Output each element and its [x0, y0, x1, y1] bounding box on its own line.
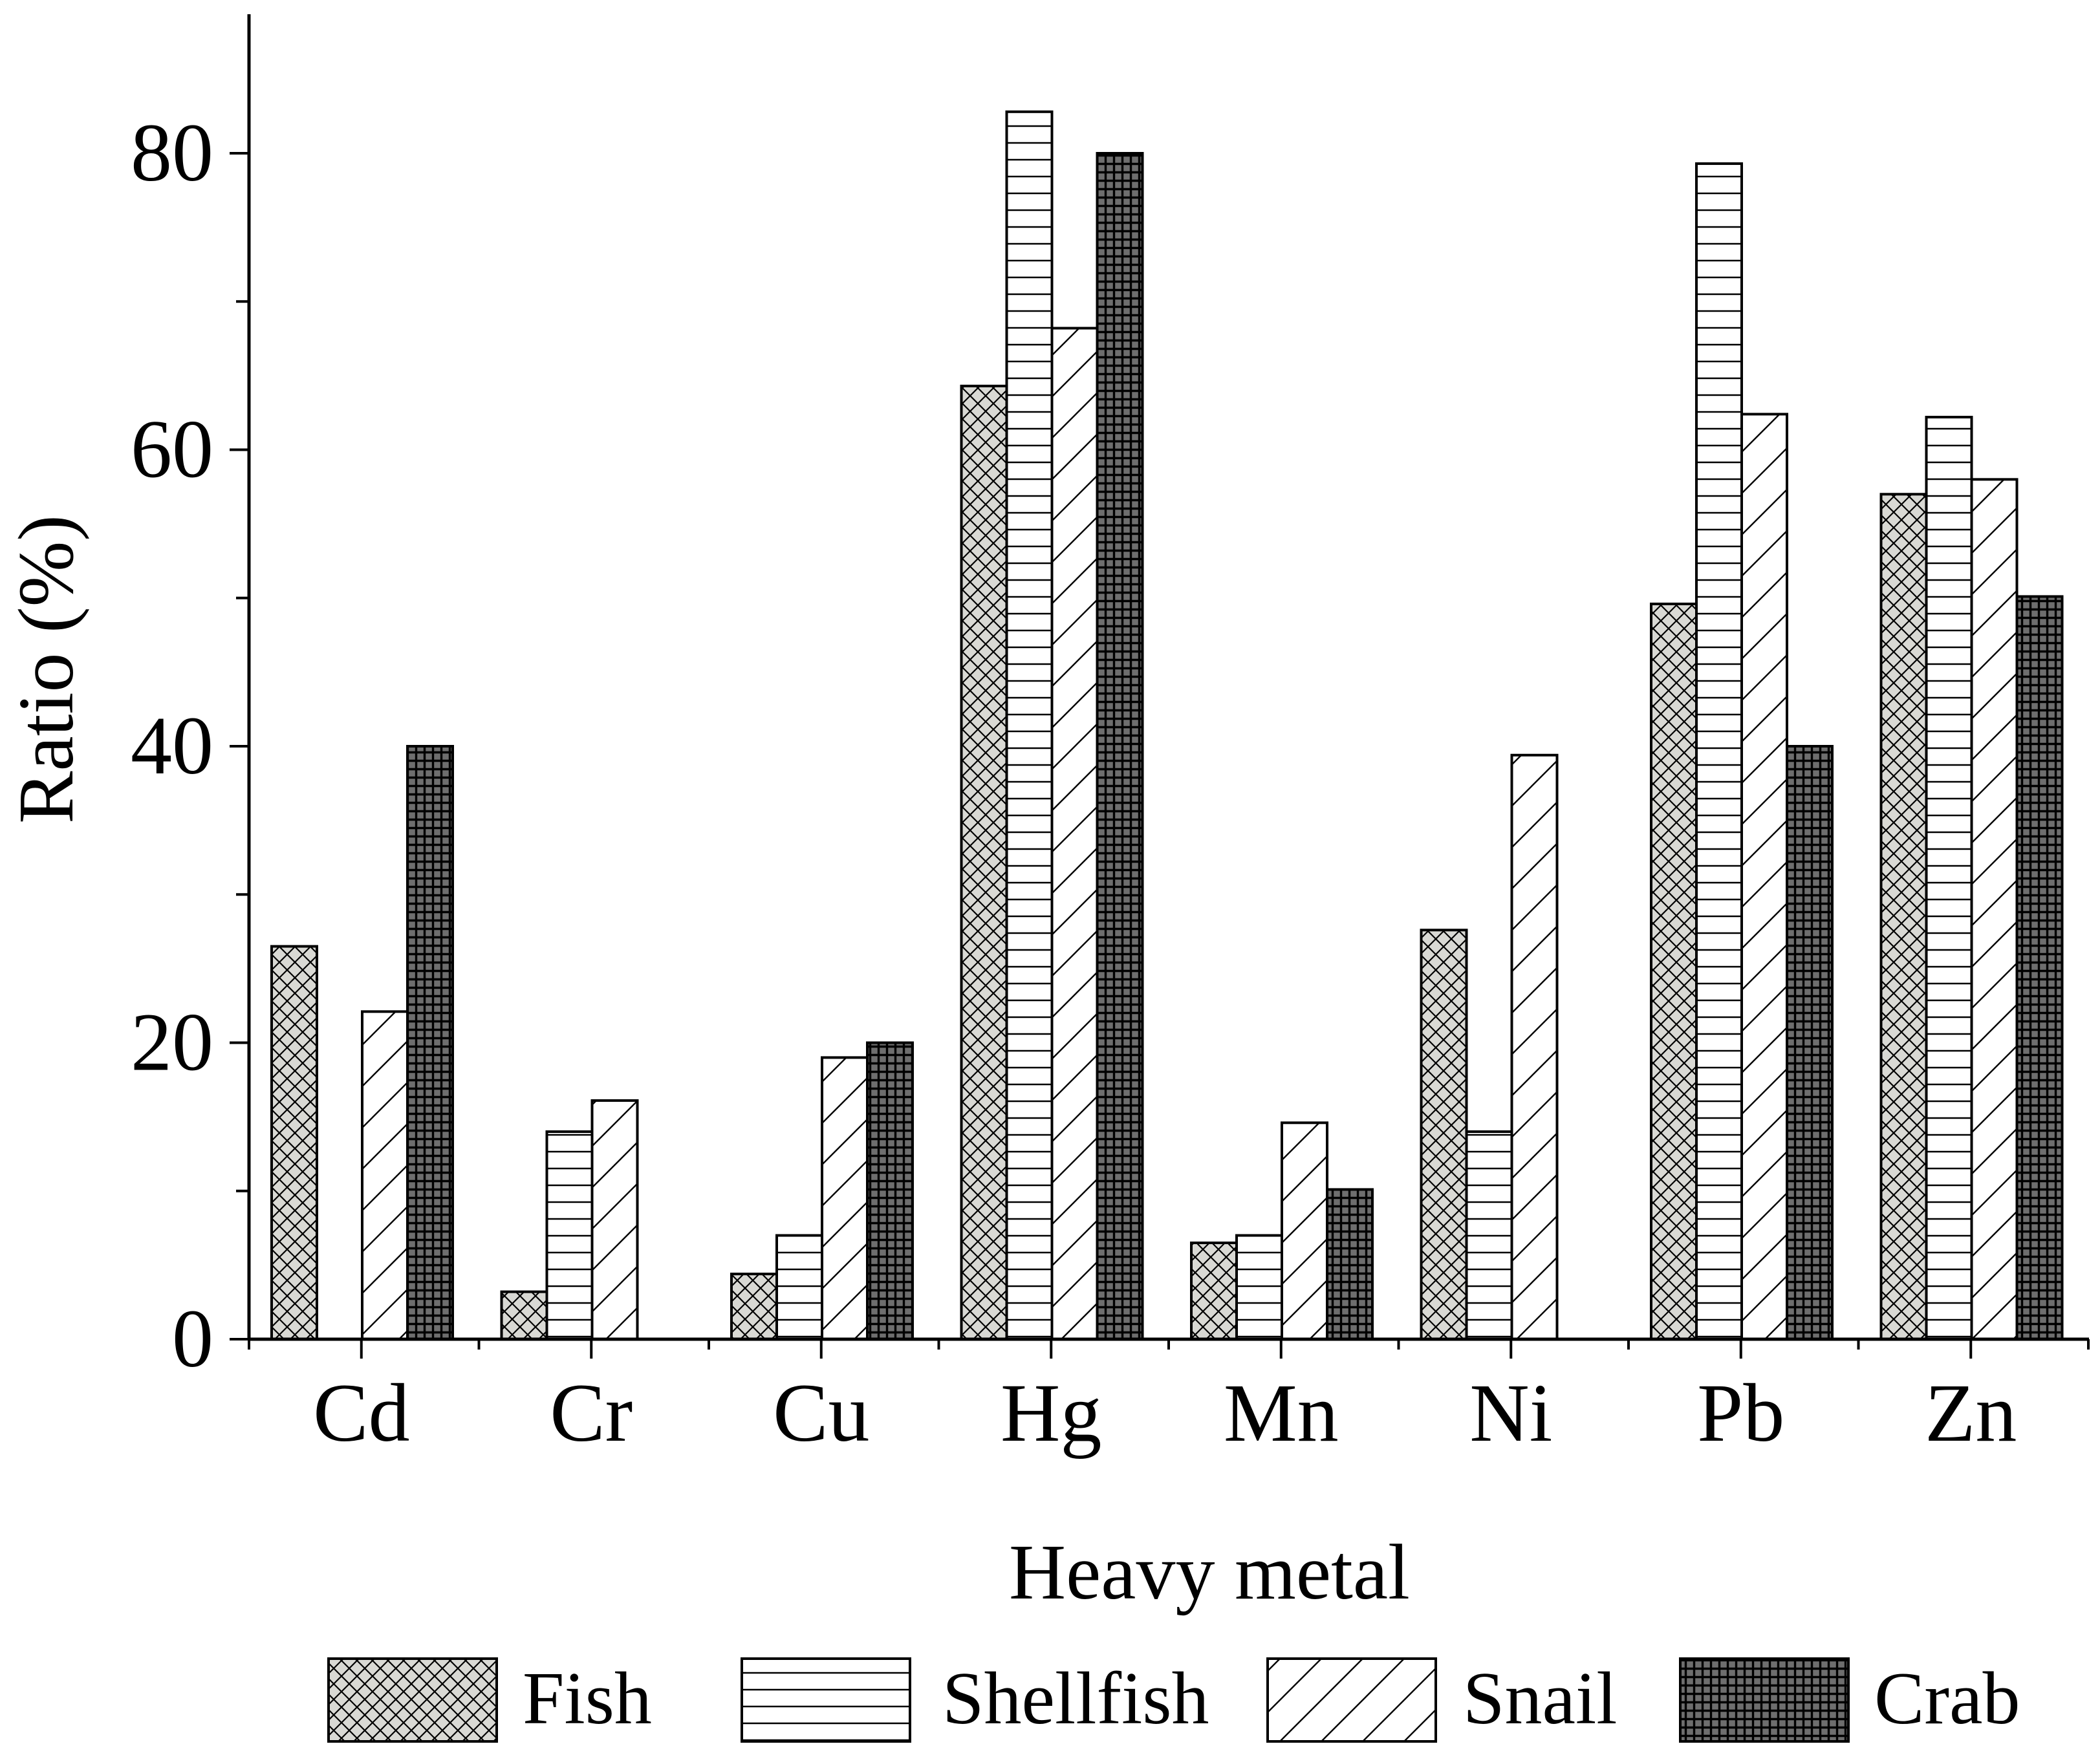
- category-label-hg: Hg: [1001, 1367, 1101, 1459]
- axes-layer: 0 20 40 60 80: [131, 14, 2090, 1384]
- bar-fish-mn: [1190, 1241, 1238, 1341]
- bar-fish-hg: [960, 384, 1008, 1340]
- bar-snail-cu: [821, 1056, 869, 1341]
- bar-snail-mn: [1281, 1121, 1328, 1341]
- y-tick-label: 40: [131, 700, 213, 791]
- category-label-pb: Pb: [1697, 1367, 1784, 1459]
- bar-fish-pb: [1650, 602, 1698, 1340]
- category-label-zn: Zn: [1925, 1367, 2017, 1459]
- bar-crab-cd: [406, 745, 454, 1340]
- category-label-cd: Cd: [313, 1367, 409, 1459]
- legend: Fish Shellfish Snail Crab: [327, 1657, 2020, 1743]
- category-label-cr: Cr: [550, 1367, 633, 1459]
- bars-layer: [270, 110, 2064, 1341]
- legend-swatch-snail: [1266, 1657, 1437, 1743]
- x-axis-title: Heavy metal: [1009, 1529, 1410, 1616]
- legend-label-fish: Fish: [523, 1657, 652, 1740]
- bar-snail-ni: [1510, 753, 1559, 1340]
- bar-crab-cu: [866, 1041, 914, 1340]
- bar-snail-pb: [1740, 413, 1788, 1340]
- bar-shellfish-cu: [775, 1234, 823, 1341]
- legend-swatch-shellfish: [741, 1657, 911, 1743]
- bar-fish-cu: [730, 1273, 778, 1341]
- bar-snail-hg: [1050, 327, 1099, 1340]
- bar-shellfish-zn: [1925, 416, 1973, 1341]
- bar-crab-zn: [2015, 595, 2064, 1340]
- legend-label-snail: Snail: [1463, 1657, 1617, 1740]
- bar-fish-zn: [1879, 493, 1928, 1340]
- bar-snail-zn: [1970, 478, 2019, 1340]
- legend-label-crab: Crab: [1874, 1657, 2020, 1740]
- category-label-cu: Cu: [773, 1367, 869, 1459]
- legend-swatch-crab: [1679, 1657, 1850, 1743]
- bar-snail-cr: [590, 1099, 639, 1340]
- bar-crab-mn: [1326, 1188, 1374, 1341]
- legend-swatch-fish: [327, 1657, 498, 1743]
- category-labels: Cd Cr Cu Hg Mn Ni Pb Zn: [313, 1367, 2017, 1459]
- bar-fish-cd: [270, 945, 318, 1341]
- y-tick-label: 20: [131, 996, 213, 1088]
- bar-crab-hg: [1096, 152, 1144, 1340]
- legend-label-shellfish: Shellfish: [942, 1657, 1209, 1740]
- category-label-ni: Ni: [1469, 1367, 1552, 1459]
- bar-shellfish-ni: [1465, 1130, 1513, 1341]
- y-ticks: 0 20 40 60 80: [131, 107, 249, 1384]
- bar-shellfish-mn: [1235, 1234, 1283, 1341]
- y-tick-label: 80: [131, 107, 213, 199]
- x-ticks: [248, 1339, 2090, 1359]
- bar-fish-cr: [500, 1290, 548, 1341]
- category-label-mn: Mn: [1224, 1367, 1339, 1459]
- bar-shellfish-pb: [1695, 162, 1743, 1341]
- y-tick-label: 60: [131, 404, 213, 495]
- bar-fish-ni: [1420, 929, 1468, 1340]
- bar-crab-pb: [1786, 745, 1834, 1340]
- bar-shellfish-hg: [1005, 110, 1054, 1340]
- bar-shellfish-cr: [545, 1130, 594, 1341]
- y-tick-label: 0: [172, 1293, 213, 1384]
- y-axis-title: Ratio (%): [3, 515, 90, 824]
- bar-snail-cd: [361, 1010, 409, 1341]
